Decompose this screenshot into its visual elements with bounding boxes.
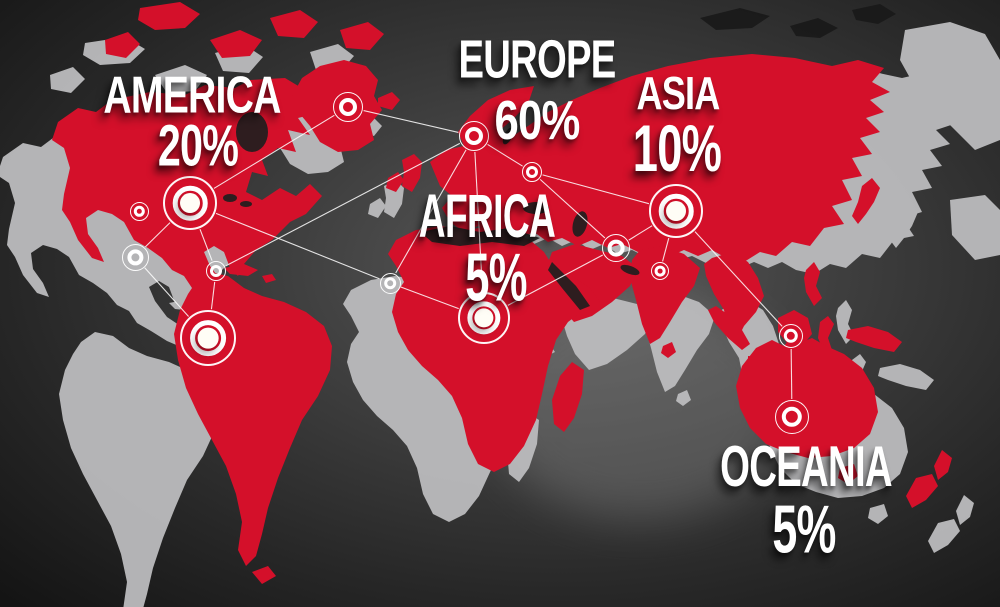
connection-line [144, 222, 171, 248]
center-light-glow [490, 290, 790, 520]
continent-shadows [0, 22, 1000, 607]
connection-line [225, 142, 461, 267]
connection-line [790, 348, 793, 400]
connection-line [474, 151, 484, 292]
connection-line [213, 114, 335, 189]
connection-line [210, 281, 216, 310]
connection-line [199, 228, 213, 261]
connection-line [539, 178, 606, 239]
connection-line [363, 110, 459, 133]
connection-line [487, 143, 523, 167]
connection-line [662, 237, 670, 262]
connection-line [215, 212, 380, 280]
connection-line [400, 286, 459, 310]
connection-line [507, 254, 604, 306]
connection-line [144, 267, 189, 317]
connection-line [628, 225, 653, 241]
connection-line [542, 174, 650, 205]
connection-line [395, 149, 467, 274]
connection-line [694, 231, 783, 327]
